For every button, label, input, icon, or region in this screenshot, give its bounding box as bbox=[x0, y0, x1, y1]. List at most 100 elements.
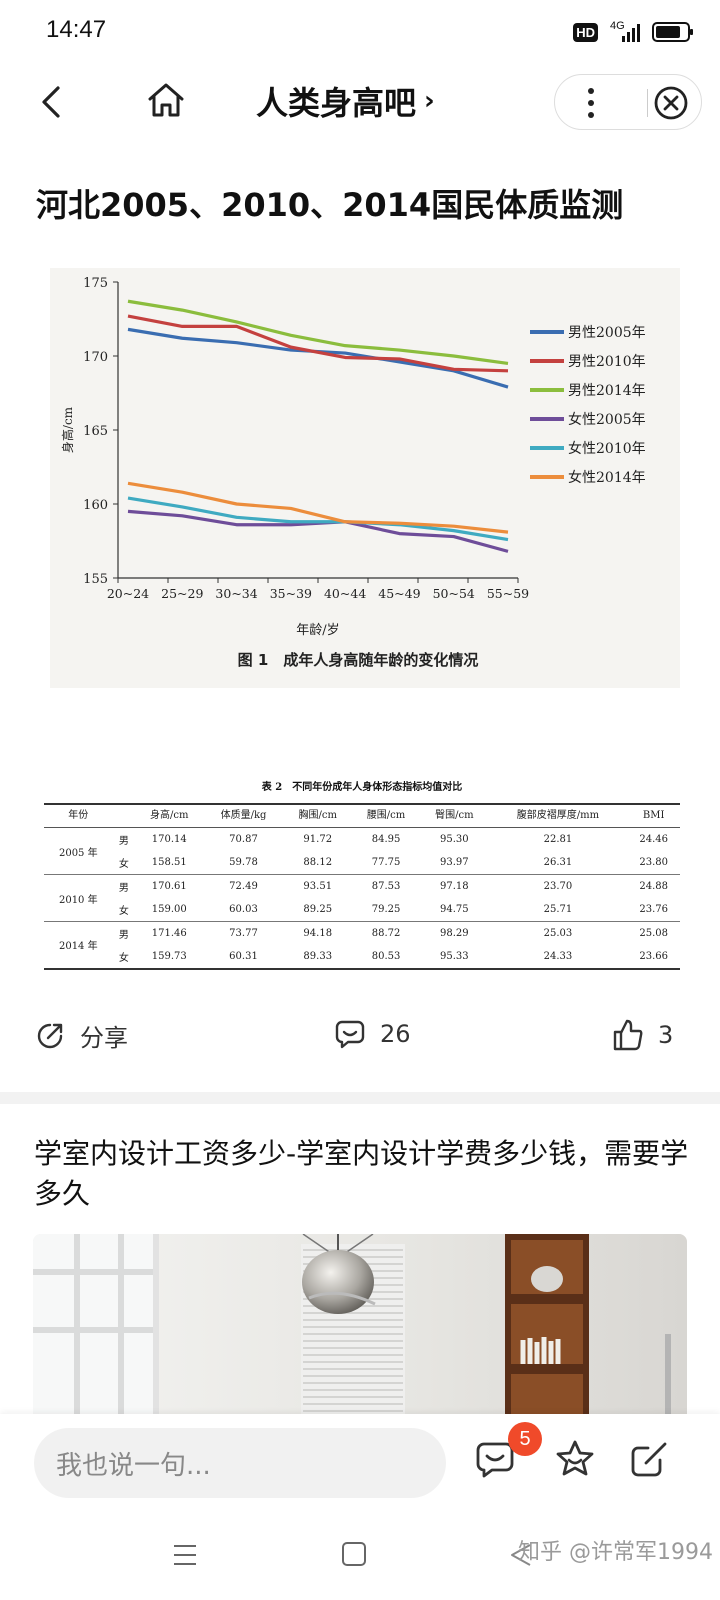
x-tick-label: 45~49 bbox=[378, 586, 420, 601]
sex-cell: 女 bbox=[112, 851, 136, 875]
more-icon[interactable] bbox=[585, 87, 597, 119]
value-cell: 170.14 bbox=[151, 834, 187, 845]
chart-image[interactable]: 155 160 165 170 175 20~24 25~29 30~34 35~39 40~44… bbox=[50, 268, 680, 688]
value-cell: 22.81 bbox=[543, 834, 573, 845]
battery-icon bbox=[652, 22, 693, 42]
value-cell: 79.25 bbox=[351, 898, 421, 922]
table-header-cell: 胸围/cm bbox=[283, 803, 352, 828]
next-post-title[interactable]: 学室内设计工资多少-学室内设计学费多少钱，需要学多久 bbox=[34, 1137, 689, 1210]
value-cell: 87.53 bbox=[371, 881, 401, 892]
value-cell: 94.18 bbox=[303, 928, 333, 939]
value-cell: 88.12 bbox=[283, 851, 352, 875]
table-header-cell: 腹部皮褶厚度/mm bbox=[488, 803, 628, 828]
x-tick-label: 25~29 bbox=[161, 586, 203, 601]
legend-label: 女性2014年 bbox=[568, 469, 646, 486]
table-row: 2005 年男 170.14 70.87 91.72 84.95 95.30 22.81 24… bbox=[44, 827, 680, 875]
series-line bbox=[127, 481, 509, 534]
back-icon[interactable] bbox=[34, 82, 68, 122]
forum-title: 人类身高吧 bbox=[256, 84, 417, 122]
value-cell: 84.95 bbox=[371, 834, 401, 845]
comment-count-badge: 5 bbox=[508, 1422, 542, 1456]
table-row: 2014 年男 171.46 73.77 94.18 88.72 98.29 25.03 25… bbox=[44, 921, 680, 970]
table-image[interactable]: 表 2 不同年份成年人身体形态指标均值对比 年份 身高/cm 体质量/kg 胸围/cm… bbox=[44, 778, 680, 990]
y-tick-label: 160 bbox=[83, 498, 108, 513]
like-button[interactable]: 3 bbox=[612, 1018, 673, 1052]
table-header-cell: BMI bbox=[627, 803, 680, 828]
value-cell: 93.51 bbox=[303, 881, 333, 892]
sex-cell: 男 bbox=[118, 883, 129, 894]
y-tick-label: 155 bbox=[83, 572, 108, 587]
legend-label: 女性2005年 bbox=[568, 411, 646, 428]
star-icon[interactable] bbox=[554, 1438, 596, 1480]
table-header-cell bbox=[112, 803, 136, 828]
value-cell: 171.46 bbox=[151, 928, 187, 939]
comment-button[interactable]: 26 bbox=[334, 1018, 411, 1050]
table-caption: 表 2 不同年份成年人身体形态指标均值对比 bbox=[261, 782, 463, 793]
x-tick-label: 40~44 bbox=[324, 586, 366, 601]
status-icons: HD 4G bbox=[573, 18, 693, 46]
year-cell: 2005 年 bbox=[44, 827, 113, 875]
x-tick-label: 35~39 bbox=[270, 586, 312, 601]
next-post-image[interactable] bbox=[33, 1234, 687, 1414]
comment-bar: 我也说一句... 5 bbox=[0, 1414, 720, 1514]
series-line bbox=[127, 327, 509, 389]
close-icon[interactable] bbox=[653, 85, 689, 121]
value-cell: 25.71 bbox=[488, 898, 628, 922]
watermark: 知乎 @许常军1994 bbox=[518, 1540, 713, 1565]
post-title: 河北2005、2010、2014国民体质监测 bbox=[36, 186, 624, 224]
table-header-cell: 臀围/cm bbox=[420, 803, 489, 828]
table-row: 女 159.73 60.31 89.33 80.53 95.33 24.33 23.66 bbox=[44, 945, 680, 970]
like-count: 3 bbox=[658, 1021, 674, 1049]
x-axis-label: 年龄/岁 bbox=[296, 623, 339, 638]
value-cell: 89.33 bbox=[283, 945, 352, 970]
chart-caption: 图 1 成年人身高随年龄的变化情况 bbox=[238, 651, 479, 669]
table-header-row: 年份 身高/cm 体质量/kg 胸围/cm 腰围/cm 臀围/cm 腹部皮褶厚度/mm BMI bbox=[44, 803, 680, 828]
compose-icon[interactable] bbox=[628, 1438, 670, 1480]
value-cell: 91.72 bbox=[303, 834, 333, 845]
value-cell: 24.46 bbox=[639, 834, 669, 845]
value-cell: 25.08 bbox=[639, 928, 669, 939]
sex-cell: 男 bbox=[118, 836, 129, 847]
year-cell: 2014 年 bbox=[44, 921, 113, 970]
section-divider bbox=[0, 1092, 720, 1104]
x-tick-label: 30~34 bbox=[215, 586, 257, 601]
table-header-cell: 腰围/cm bbox=[351, 803, 421, 828]
miniapp-capsule bbox=[554, 74, 702, 130]
y-tick-label: 170 bbox=[83, 350, 108, 365]
post-action-bar: 分享 26 3 bbox=[0, 1010, 720, 1066]
value-cell: 24.88 bbox=[639, 881, 669, 892]
menu-icon[interactable] bbox=[172, 1542, 198, 1568]
comment-icon bbox=[335, 1020, 365, 1049]
share-button[interactable]: 分享 bbox=[34, 1018, 128, 1053]
value-cell: 60.31 bbox=[203, 945, 284, 970]
value-cell: 98.29 bbox=[440, 928, 469, 939]
table-row: 女 159.00 60.03 89.25 79.25 94.75 25.71 23.76 bbox=[44, 898, 680, 922]
table-row: 2010 年男 170.61 72.49 93.51 87.53 97.18 23.70 24… bbox=[44, 874, 680, 922]
share-icon bbox=[37, 1023, 63, 1048]
back-triangle-icon[interactable] bbox=[508, 1542, 534, 1568]
y-tick-label: 165 bbox=[83, 424, 108, 439]
chevron-right-icon: › bbox=[424, 86, 435, 116]
legend-label: 男性2010年 bbox=[568, 354, 646, 370]
x-tick-label: 50~54 bbox=[433, 586, 475, 601]
sex-cell: 男 bbox=[118, 930, 129, 941]
comment-input[interactable]: 我也说一句... bbox=[34, 1428, 446, 1498]
forum-title-link[interactable]: 人类身高吧 › bbox=[256, 78, 435, 124]
y-tick-label: 175 bbox=[83, 276, 108, 291]
top-nav: 人类身高吧 › bbox=[0, 64, 720, 140]
series-line bbox=[127, 496, 509, 542]
table-header-cell: 年份 bbox=[44, 803, 113, 828]
value-cell: 23.66 bbox=[627, 945, 680, 970]
value-cell: 24.33 bbox=[488, 945, 628, 970]
legend-label: 男性2014年 bbox=[568, 383, 646, 399]
x-tick-label: 55~59 bbox=[487, 586, 529, 601]
home-icon[interactable] bbox=[146, 80, 186, 120]
value-cell: 23.76 bbox=[627, 898, 680, 922]
network-type: 4G bbox=[610, 20, 625, 32]
signal-icon: 4G bbox=[610, 20, 640, 44]
status-bar: 14:47 HD 4G bbox=[0, 0, 720, 64]
series-line bbox=[127, 299, 509, 365]
home-square-icon[interactable] bbox=[341, 1541, 367, 1567]
value-cell: 159.73 bbox=[135, 945, 204, 970]
value-cell: 72.49 bbox=[229, 881, 258, 892]
